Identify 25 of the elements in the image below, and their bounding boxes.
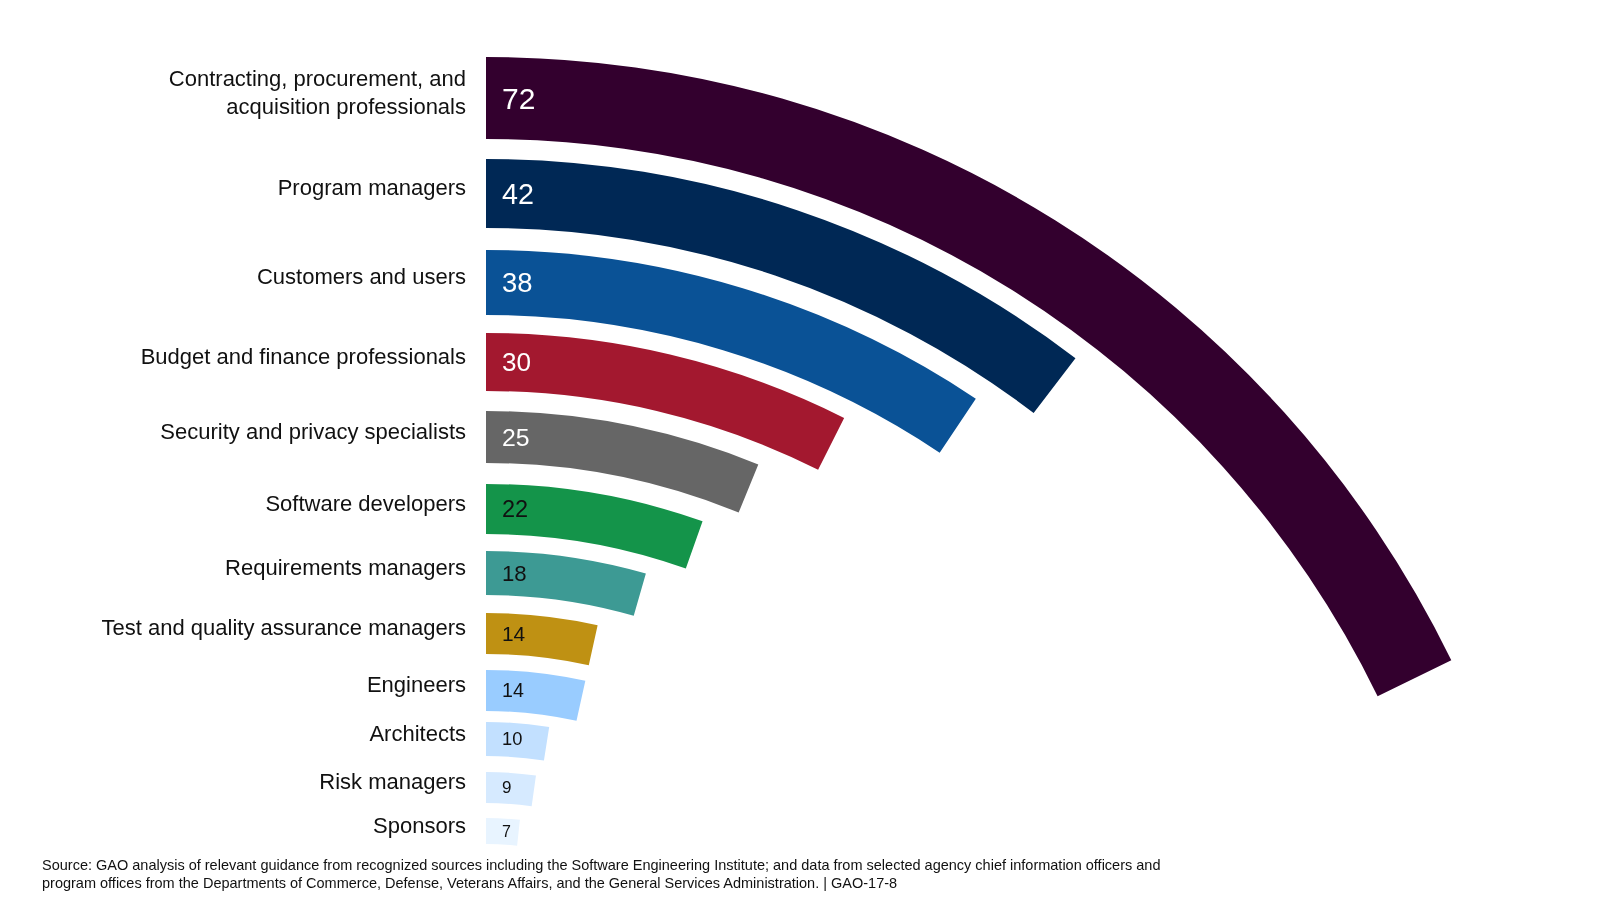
category-label: Engineers bbox=[366, 672, 466, 698]
data-label: 72 bbox=[502, 81, 536, 115]
data-label: 14 bbox=[502, 621, 526, 645]
category-label: Security and privacy specialists bbox=[160, 418, 466, 444]
category-label: Software developers bbox=[265, 490, 466, 516]
data-label: 30 bbox=[502, 347, 532, 378]
category-label: Test and quality assurance managers bbox=[101, 615, 466, 641]
data-label: 14 bbox=[502, 679, 524, 702]
category-label: Customers and users bbox=[256, 264, 466, 290]
data-label: 25 bbox=[502, 423, 530, 451]
source-note: Source: GAO analysis of relevant guidance from recognized sources including the Software Engineering Institute; and data from selected agency chief information officers and program offices from the Departments of Commerce, Defense, Veterans Affairs, and the General Services Administration. | GAO-17-8 bbox=[42, 857, 1161, 891]
category-label: Architects bbox=[369, 720, 466, 746]
data-label: 22 bbox=[502, 496, 529, 523]
category-label: Budget and finance professionals bbox=[140, 343, 466, 369]
category-label: Requirements managers bbox=[225, 554, 466, 580]
data-label: 7 bbox=[502, 822, 511, 840]
category-label: Contracting, procurement, and acquisition professionals bbox=[168, 65, 466, 119]
category-label: Sponsors bbox=[373, 812, 466, 838]
data-label: 18 bbox=[502, 560, 527, 586]
category-label: Risk managers bbox=[319, 769, 466, 795]
data-label: 10 bbox=[502, 728, 523, 750]
category-label: Program managers bbox=[277, 175, 466, 201]
data-label: 42 bbox=[502, 177, 534, 210]
data-label: 9 bbox=[502, 778, 512, 798]
data-label: 38 bbox=[502, 267, 533, 299]
